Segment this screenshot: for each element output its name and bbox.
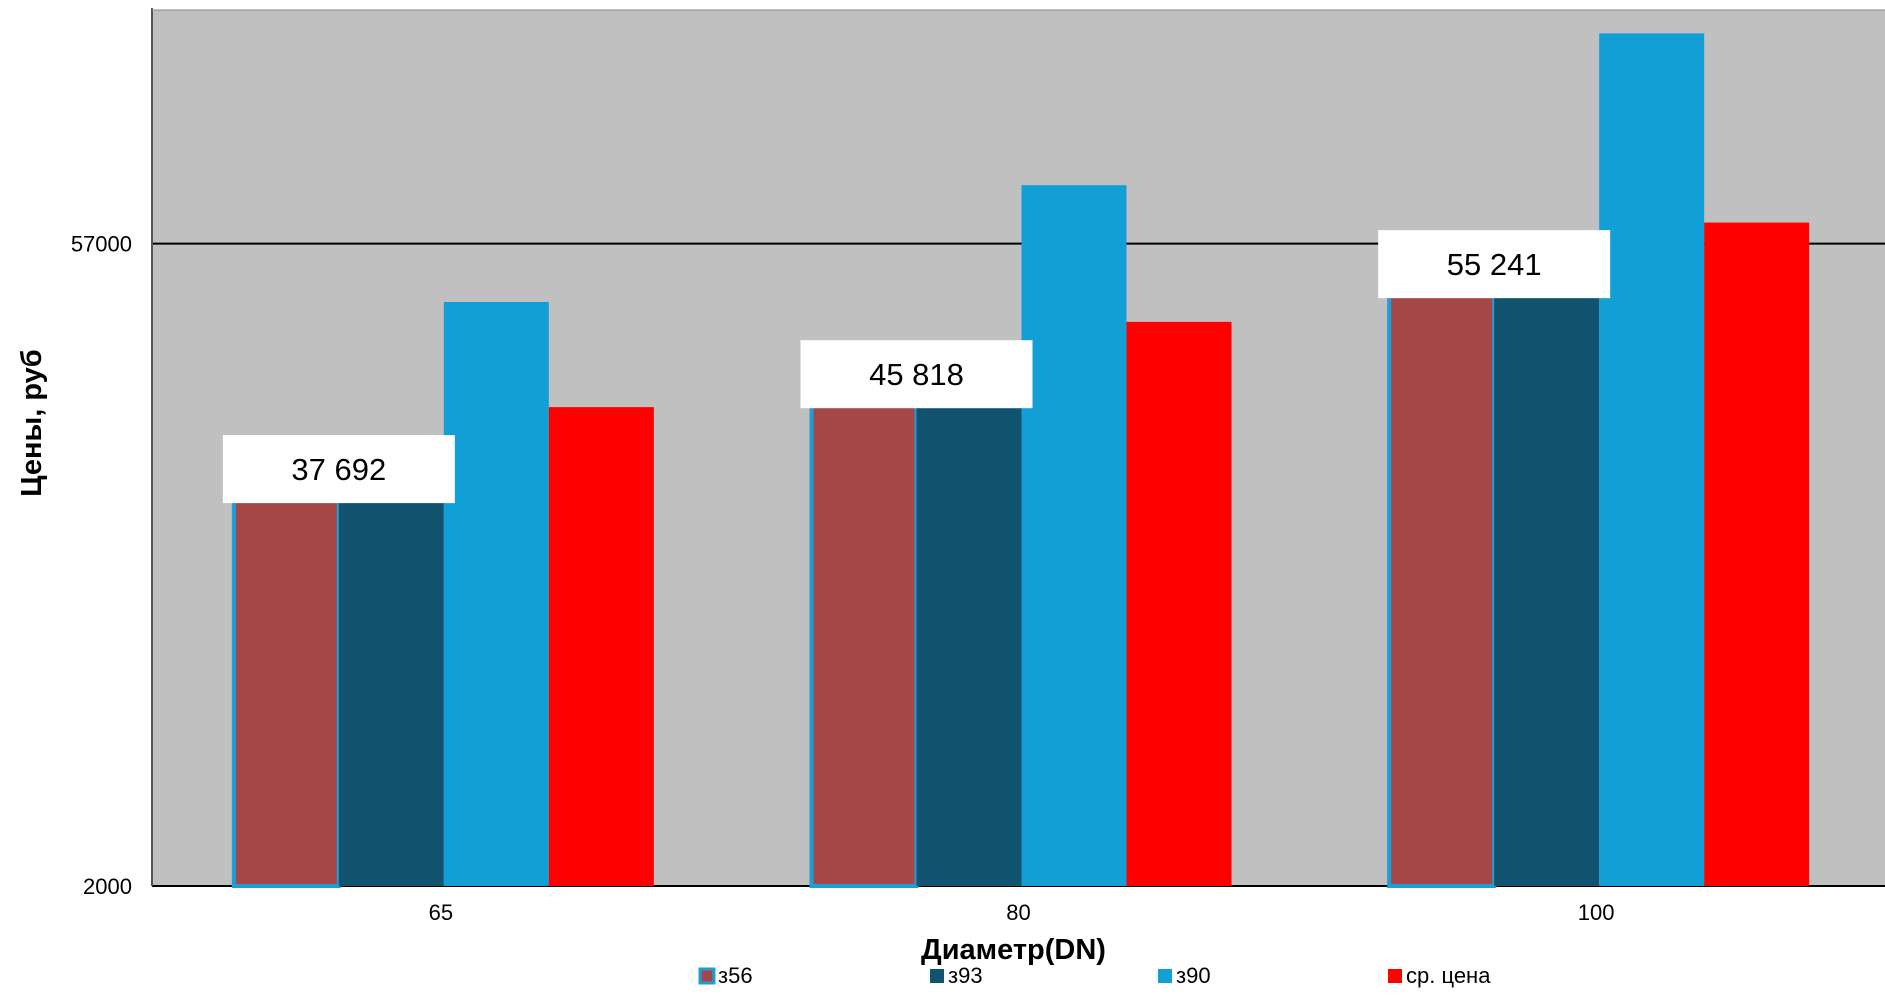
- bar-з56-80: [809, 372, 919, 888]
- bar-з90-65: [443, 302, 549, 886]
- legend-swatch: [1158, 969, 1172, 983]
- bar-з90-80: [1021, 185, 1127, 886]
- y-axis-title: Цены, руб: [16, 349, 48, 496]
- legend-swatch: [698, 967, 716, 985]
- legend-item-з90: з90: [1158, 963, 1211, 988]
- legend-label: з93: [948, 963, 983, 988]
- data-label-box: [1378, 230, 1611, 299]
- x-axis-title: Диаметр(DN): [921, 934, 1106, 966]
- y-tick-label: 57000: [71, 232, 132, 257]
- legend: з56 з93 з90 ср. цена: [698, 963, 1491, 988]
- bar-з90-100: [1599, 33, 1705, 887]
- bar-ср. цена-80: [1126, 321, 1232, 887]
- legend-item-ср. цена: ср. цена: [1388, 963, 1491, 988]
- legend-label: ср. цена: [1406, 963, 1491, 988]
- tick-labels: 2000 57000 65 80 100: [71, 232, 1615, 925]
- bars-layer: [231, 33, 1810, 888]
- legend-swatch: [930, 969, 944, 983]
- bar-з56-65: [231, 467, 341, 888]
- bar-ср. цена-65: [548, 407, 654, 886]
- legend-item-з93: з93: [930, 963, 983, 988]
- bar-з93-65: [338, 469, 444, 886]
- bar-з93-80: [916, 374, 1022, 886]
- bar-з93-100: [1494, 264, 1600, 886]
- legend-item-з56: з56: [698, 963, 753, 988]
- data-labels: 37 692 45 818 55 241: [222, 230, 1611, 504]
- data-label: 45 818: [869, 357, 964, 392]
- legend-label: з56: [718, 963, 753, 988]
- bar-ср. цена-100: [1704, 222, 1810, 887]
- axes: [151, 8, 1885, 886]
- legend-swatch: [1388, 969, 1402, 983]
- x-tick-label: 65: [429, 900, 453, 925]
- legend-label: з90: [1176, 963, 1211, 988]
- data-label: 37 692: [291, 452, 386, 487]
- data-label: 55 241: [1447, 247, 1542, 282]
- y-tick-label: 2000: [83, 874, 132, 899]
- data-label-box: [800, 340, 1033, 409]
- data-label-box: [222, 435, 455, 504]
- x-tick-label: 80: [1006, 900, 1030, 925]
- bar-з56-100: [1387, 262, 1497, 888]
- x-tick-label: 100: [1578, 900, 1615, 925]
